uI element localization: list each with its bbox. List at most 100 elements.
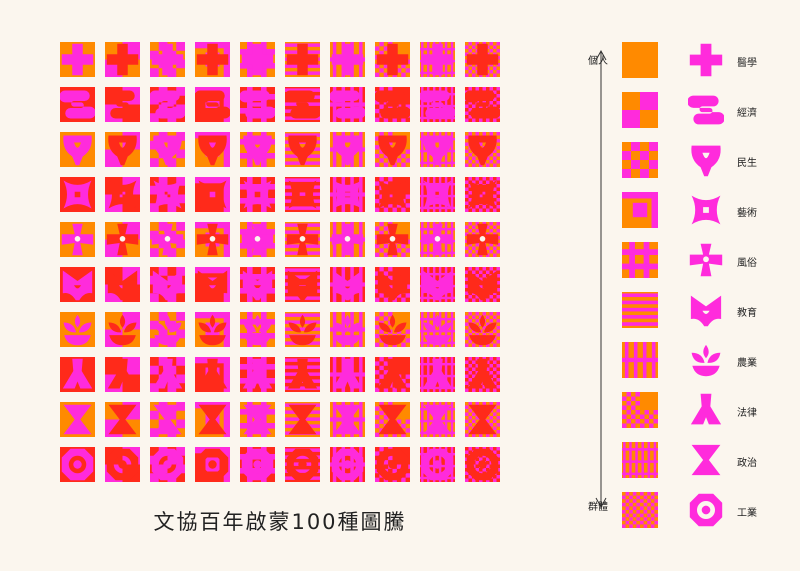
totem-tile-0-0 — [60, 42, 95, 77]
totem-tile-6-5 — [285, 312, 320, 347]
totem-tile-7-7 — [375, 357, 410, 392]
totem-tile-0-8 — [420, 42, 455, 77]
hourglass-icon — [688, 442, 724, 478]
totem-tile-7-1 — [105, 357, 140, 392]
theme-label-law: 法律 — [737, 408, 757, 419]
totem-tile-6-6 — [330, 312, 365, 347]
totem-tile-7-3 — [195, 357, 230, 392]
theme-label-medicine: 醫學 — [737, 58, 757, 69]
totem-tile-3-8 — [420, 177, 455, 212]
pattern-swatch-bars — [622, 342, 658, 378]
totem-tile-4-0 — [60, 222, 95, 257]
knot-icon — [688, 192, 724, 228]
flower-icon — [688, 242, 724, 278]
totem-tile-3-3 — [195, 177, 230, 212]
pattern-swatch-stripes — [622, 292, 658, 328]
totem-tile-4-3 — [195, 222, 230, 257]
totem-tile-3-1 — [105, 177, 140, 212]
totem-tile-7-5 — [285, 357, 320, 392]
totem-tile-2-2 — [150, 132, 185, 167]
totem-tile-5-4 — [240, 267, 275, 302]
totem-tile-5-6 — [330, 267, 365, 302]
totem-tile-3-9 — [465, 177, 500, 212]
totem-tile-9-4 — [240, 447, 275, 482]
totem-tile-0-5 — [285, 42, 320, 77]
pattern-swatch-mixed-checker — [622, 392, 658, 428]
totem-tile-2-5 — [285, 132, 320, 167]
totem-tile-5-0 — [60, 267, 95, 302]
wave-icon — [688, 92, 724, 128]
totem-tile-0-4 — [240, 42, 275, 77]
totem-tile-0-9 — [465, 42, 500, 77]
totem-tile-2-8 — [420, 132, 455, 167]
totem-tile-9-2 — [150, 447, 185, 482]
theme-label-livelihood: 民生 — [737, 158, 757, 169]
individual-to-collective-axis — [595, 49, 607, 509]
totem-tile-8-5 — [285, 402, 320, 437]
totem-tile-8-7 — [375, 402, 410, 437]
totem-tile-4-6 — [330, 222, 365, 257]
totem-tile-0-7 — [375, 42, 410, 77]
totem-tile-5-7 — [375, 267, 410, 302]
totem-tile-5-8 — [420, 267, 455, 302]
book-icon — [688, 292, 724, 328]
totem-tile-4-8 — [420, 222, 455, 257]
totem-tile-1-5 — [285, 87, 320, 122]
pattern-swatch-corner-band — [622, 192, 658, 228]
totem-tile-9-8 — [420, 447, 455, 482]
gear-icon — [688, 492, 724, 528]
totem-tile-6-0 — [60, 312, 95, 347]
totem-tile-8-3 — [195, 402, 230, 437]
theme-icon-column — [688, 42, 728, 532]
totem-tile-3-2 — [150, 177, 185, 212]
totem-tile-5-1 — [105, 267, 140, 302]
totem-tile-1-4 — [240, 87, 275, 122]
totem-tile-0-1 — [105, 42, 140, 77]
totem-tile-7-9 — [465, 357, 500, 392]
totem-tile-4-5 — [285, 222, 320, 257]
totem-tile-1-7 — [375, 87, 410, 122]
totem-tile-8-8 — [420, 402, 455, 437]
totem-tile-1-6 — [330, 87, 365, 122]
totem-tile-9-6 — [330, 447, 365, 482]
totem-tile-9-7 — [375, 447, 410, 482]
totem-tile-9-0 — [60, 447, 95, 482]
totem-tile-7-6 — [330, 357, 365, 392]
totem-tile-0-2 — [150, 42, 185, 77]
totem-tile-5-5 — [285, 267, 320, 302]
theme-label-art: 藝術 — [737, 208, 757, 219]
totem-tile-4-4 — [240, 222, 275, 257]
pattern-swatch-fine-checker — [622, 492, 658, 528]
totem-tile-3-4 — [240, 177, 275, 212]
totem-tile-0-6 — [330, 42, 365, 77]
totem-tile-2-4 — [240, 132, 275, 167]
totem-tile-6-1 — [105, 312, 140, 347]
totem-tile-1-2 — [150, 87, 185, 122]
totem-tile-2-7 — [375, 132, 410, 167]
totem-tile-8-1 — [105, 402, 140, 437]
pattern-swatch-grid-lines — [622, 442, 658, 478]
totem-tile-2-9 — [465, 132, 500, 167]
totem-tile-6-3 — [195, 312, 230, 347]
totem-tile-9-1 — [105, 447, 140, 482]
theme-label-custom: 風俗 — [737, 258, 757, 269]
sprout-icon — [688, 342, 724, 378]
totem-tile-2-0 — [60, 132, 95, 167]
totem-tile-8-0 — [60, 402, 95, 437]
totem-tile-1-9 — [465, 87, 500, 122]
theme-label-industry: 工業 — [737, 508, 757, 519]
totem-tile-9-3 — [195, 447, 230, 482]
totem-tile-3-5 — [285, 177, 320, 212]
bulb-icon — [688, 142, 724, 178]
totem-grid — [60, 42, 500, 482]
theme-label-education: 教育 — [737, 308, 757, 319]
totem-tile-6-9 — [465, 312, 500, 347]
totem-tile-4-7 — [375, 222, 410, 257]
totem-tile-6-2 — [150, 312, 185, 347]
totem-tile-4-9 — [465, 222, 500, 257]
totem-tile-3-0 — [60, 177, 95, 212]
totem-tile-8-2 — [150, 402, 185, 437]
cross-icon — [688, 42, 724, 78]
totem-tile-9-5 — [285, 447, 320, 482]
totem-tile-5-9 — [465, 267, 500, 302]
